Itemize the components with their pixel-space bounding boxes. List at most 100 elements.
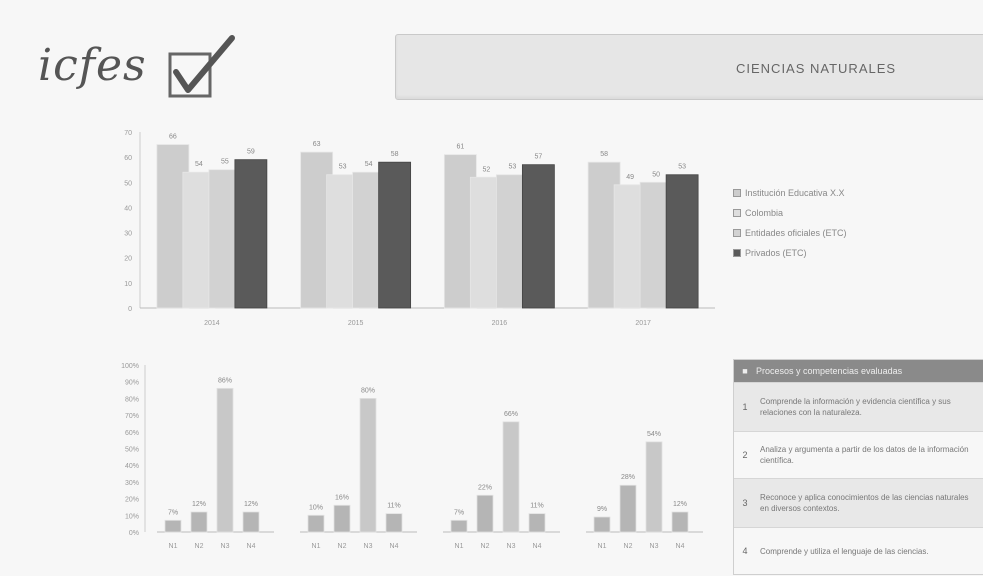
chart-legend: Institución Educativa X.X Colombia Entidad…	[733, 183, 903, 263]
bar-value-label: 66	[169, 134, 177, 141]
section-title: CIENCIAS NATURALES	[736, 61, 897, 76]
bar-value-label: 52	[482, 166, 490, 173]
y-tick-label: 50%	[125, 447, 139, 454]
bar	[665, 174, 699, 309]
legend-item: Privados (ETC)	[733, 243, 903, 263]
x-category-label: N2	[338, 543, 347, 550]
x-category-label: N3	[221, 543, 230, 550]
competency-row: 3 Reconoce y aplica conocimientos de las …	[734, 478, 983, 527]
legend-label: Privados (ETC)	[745, 248, 807, 258]
x-category-label: N4	[390, 543, 399, 550]
competencies-table: ■ Procesos y competencias evaluadas 1 Com…	[733, 359, 983, 575]
header-icon: ■	[742, 366, 748, 376]
bar	[242, 511, 260, 533]
x-category-label: N4	[533, 543, 542, 550]
competency-text: Reconoce y aplica conocimientos de las c…	[760, 493, 969, 513]
x-category-label: N3	[364, 543, 373, 550]
bar-value-label: 11%	[530, 503, 544, 510]
bar	[619, 484, 637, 533]
y-tick-label: 30%	[125, 480, 139, 487]
x-category-label: 2017	[635, 320, 651, 327]
bar-value-label: 49	[626, 174, 634, 181]
bar	[476, 494, 494, 533]
competency-row: 4 Comprende y utiliza el lenguaje de las …	[734, 527, 983, 574]
bar-value-label: 63	[313, 141, 321, 148]
legend-label: Institución Educativa X.X	[745, 188, 845, 198]
level-distribution-chart: 100% 90% 80% 70% 60% 50% 40% 30% 20% 10% 0% 7% N1 12%…	[121, 363, 703, 550]
y-tick-label: 60	[124, 155, 132, 162]
y-tick-label: 100%	[121, 363, 139, 370]
y-tick-label: 0%	[129, 530, 139, 537]
competency-text: Comprende la información y evidencia cie…	[760, 397, 951, 417]
bar-value-label: 11%	[387, 503, 401, 510]
competency-text: Comprende y utiliza el lenguaje de las c…	[760, 546, 929, 556]
y-tick-label: 30	[124, 231, 132, 238]
y-tick-label: 10%	[125, 513, 139, 520]
y-tick-label: 80%	[125, 396, 139, 403]
bar-value-label: 58	[391, 151, 399, 158]
x-category-label: N3	[650, 543, 659, 550]
x-category-label: 2014	[204, 320, 220, 327]
bar-value-label: 22%	[478, 484, 492, 491]
bar-value-label: 53	[339, 164, 347, 171]
bar-value-label: 66%	[504, 411, 518, 418]
bar	[333, 504, 351, 533]
legend-swatch	[733, 189, 741, 197]
legend-label: Colombia	[745, 208, 784, 218]
x-category-label: N1	[455, 543, 464, 550]
competency-text: Analiza y argumenta a partir de los dato…	[760, 445, 969, 465]
competency-row: 2 Analiza y argumenta a partir de los dat…	[734, 431, 983, 478]
bar-value-label: 10%	[309, 504, 323, 511]
bar-value-label: 53	[508, 164, 516, 171]
x-category-label: 2015	[348, 320, 364, 327]
bar	[671, 511, 689, 533]
x-category-label: N2	[481, 543, 490, 550]
bar	[234, 159, 268, 309]
competency-number: 2	[742, 449, 748, 460]
x-category-label: 2016	[492, 320, 508, 327]
y-tick-label: 40%	[125, 463, 139, 470]
competency-number: 3	[742, 497, 748, 508]
competencies-header-label: Procesos y competencias evaluadas	[756, 366, 903, 376]
bar	[164, 519, 182, 533]
competency-row: 1 Comprende la información y evidencia ci…	[734, 382, 983, 431]
bar-value-label: 28%	[621, 474, 635, 481]
y-tick-label: 70	[124, 130, 132, 137]
legend-swatch	[733, 229, 741, 237]
legend-swatch	[733, 249, 741, 257]
bar	[190, 511, 208, 533]
bar-value-label: 80%	[361, 387, 375, 394]
competency-number: 1	[742, 401, 748, 412]
bar-value-label: 53	[678, 164, 686, 171]
bar-value-label: 54	[365, 161, 373, 168]
y-tick-label: 60%	[125, 430, 139, 437]
icfes-logo: icfes	[30, 24, 240, 104]
bar	[216, 387, 234, 533]
bar-value-label: 12%	[192, 501, 206, 508]
competencies-rows: 1 Comprende la información y evidencia ci…	[734, 382, 983, 574]
y-tick-label: 50	[124, 180, 132, 187]
bar	[450, 519, 468, 533]
bar	[385, 513, 403, 533]
legend-item: Institución Educativa X.X	[733, 183, 903, 203]
x-category-label: N2	[624, 543, 633, 550]
legend-swatch	[733, 209, 741, 217]
bar	[307, 514, 325, 533]
legend-item: Colombia	[733, 203, 903, 223]
bar	[645, 441, 663, 533]
bar	[359, 398, 377, 533]
competencies-header: ■ Procesos y competencias evaluadas	[734, 360, 983, 382]
y-tick-label: 40	[124, 205, 132, 212]
x-category-label: N1	[598, 543, 607, 550]
x-category-label: N1	[169, 543, 178, 550]
bar-value-label: 12%	[244, 501, 258, 508]
bar-value-label: 54%	[647, 431, 661, 438]
legend-item: Entidades oficiales (ETC)	[733, 223, 903, 243]
bar-value-label: 59	[247, 149, 255, 156]
checkmark-icon	[168, 35, 235, 98]
section-banner: CIENCIAS NATURALES	[395, 34, 983, 100]
legend-label: Entidades oficiales (ETC)	[745, 228, 847, 238]
average-score-chart: 70 60 50 40 30 20 10 0 66 54 55 59 2014 63 53 54 58 2015 6…	[124, 130, 715, 327]
logo-wordmark: icfes	[38, 40, 147, 91]
bar-value-label: 50	[652, 171, 660, 178]
